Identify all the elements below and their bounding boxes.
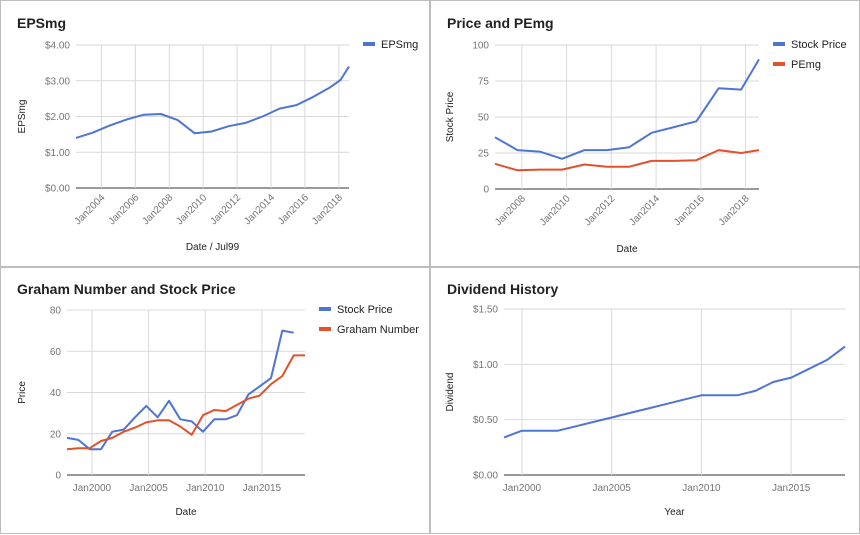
legend-swatch: [319, 327, 331, 331]
x-tick-label: Jan2008: [140, 192, 175, 227]
y-tick-label: 50: [478, 113, 490, 124]
x-tick-label: Jan2015: [243, 483, 282, 494]
graham-panel: Graham Number and Stock Price 0 20 40 60 80 Ja…: [0, 267, 430, 534]
y-tick-label: 40: [50, 388, 62, 399]
x-tick-label: Jan2000: [73, 483, 112, 494]
x-tick-label: Jan2015: [772, 483, 811, 494]
y-tick-label: $1.00: [473, 360, 498, 371]
x-tick-label: Jan2016: [276, 192, 311, 227]
x-tick-label: Jan2018: [310, 192, 345, 227]
price-pe-chart: Price and PEmg 0 25 50 75 100 Jan2008 Jan2010 Ja…: [445, 15, 847, 255]
y-axis-label: Stock Price: [445, 91, 456, 142]
y-tick-label: $0.00: [45, 184, 70, 195]
x-tick-label: Jan2014: [242, 192, 277, 227]
chart-title: Graham Number and Stock Price: [17, 281, 236, 297]
x-axis-label: Date / Jul99: [186, 242, 240, 253]
x-tick-label: Jan2005: [592, 483, 631, 494]
graham-number-line: [66, 354, 305, 451]
chart-title: Price and PEmg: [447, 15, 554, 31]
epsmg-line: [75, 65, 350, 139]
x-tick-label: Jan2018: [717, 193, 752, 228]
x-tick-label: Jan2012: [583, 193, 618, 228]
legend-swatch: [319, 307, 331, 311]
x-axis-label: Date: [175, 507, 197, 518]
y-tick-label: $3.00: [45, 76, 70, 87]
legend-label: EPSmg: [381, 39, 418, 51]
x-tick-label: Jan2016: [672, 193, 707, 228]
legend-swatch: [363, 42, 375, 46]
y-tick-label: 0: [483, 185, 489, 196]
y-tick-label: $0.00: [473, 471, 498, 482]
y-tick-label: $1.50: [473, 305, 498, 316]
graham-chart: Graham Number and Stock Price 0 20 40 60 80 Ja…: [17, 281, 419, 518]
x-tick-label: Jan2005: [129, 483, 168, 494]
pemg-line: [494, 149, 760, 172]
chart-title: Dividend History: [447, 281, 558, 297]
stock-price-line: [494, 58, 760, 160]
x-axis-label: Date: [616, 244, 638, 255]
x-tick-label: Jan2012: [208, 192, 243, 227]
y-axis-label: EPSmg: [17, 100, 28, 134]
y-tick-label: 100: [472, 41, 489, 52]
dividend-chart: Dividend History $0.00 $0.50 $1.00 $1.50 Jan2…: [445, 281, 846, 518]
y-tick-label: $2.00: [45, 112, 70, 123]
x-tick-label: Jan2014: [627, 193, 662, 228]
x-tick-label: Jan2010: [174, 192, 209, 227]
y-tick-label: 80: [50, 306, 62, 317]
legend-label: Stock Price: [791, 39, 847, 51]
legend-swatch: [773, 62, 785, 66]
legend-swatch: [773, 42, 785, 46]
y-tick-label: 75: [478, 77, 490, 88]
y-tick-label: $1.00: [45, 148, 70, 159]
legend-label: Stock Price: [337, 304, 393, 316]
y-axis-label: Price: [17, 381, 28, 404]
y-tick-label: 25: [478, 149, 490, 160]
legend-label: Graham Number: [337, 324, 419, 336]
chart-title: EPSmg: [17, 15, 66, 31]
price-pe-panel: Price and PEmg 0 25 50 75 100 Jan2008 Jan2010 Ja…: [430, 0, 860, 267]
y-tick-label: 20: [50, 429, 62, 440]
x-tick-label: Jan2008: [493, 193, 528, 228]
x-tick-label: Jan2010: [186, 483, 225, 494]
x-tick-label: Jan2010: [538, 193, 573, 228]
y-tick-label: 0: [55, 471, 61, 482]
series-line: [503, 345, 846, 439]
x-axis-label: Year: [664, 507, 685, 518]
x-tick-label: Jan2000: [503, 483, 542, 494]
y-axis-label: Dividend: [445, 373, 456, 412]
eps-chart: EPSmg$0.00$1.00$2.00$3.00$4.00Jan2004Jan…: [17, 15, 418, 253]
y-tick-label: 60: [50, 347, 62, 358]
legend-label: PEmg: [791, 59, 821, 71]
x-tick-label: Jan2010: [682, 483, 721, 494]
y-tick-label: $0.50: [473, 415, 498, 426]
x-tick-label: Jan2006: [107, 192, 142, 227]
dividend-panel: Dividend History $0.00 $0.50 $1.00 $1.50 Jan2…: [430, 267, 860, 534]
eps-panel: EPSmg $0.00 $1.00 $2.00 $3.00 $4.00 Jan2004 Jan…: [0, 0, 430, 267]
stock-price-line: [66, 329, 294, 451]
y-tick-label: $4.00: [45, 41, 70, 52]
x-tick-label: Jan2004: [73, 192, 108, 227]
